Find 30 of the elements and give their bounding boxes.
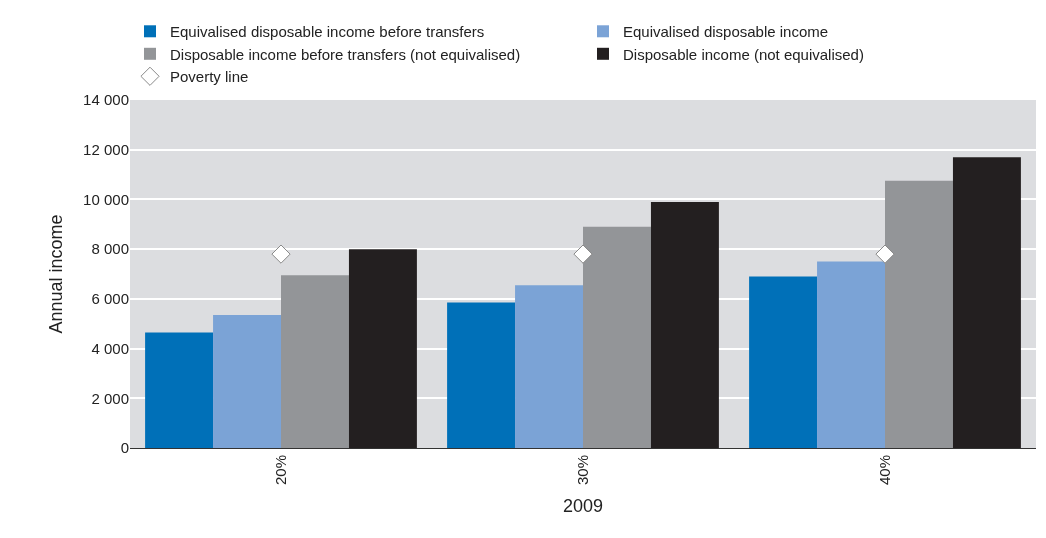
x-tick-label: 20% [271,455,289,486]
y-tick-label: 8 000 [91,240,129,258]
bar [145,332,214,448]
y-tick-label: 12 000 [83,140,129,158]
bar [817,261,885,448]
bar [583,226,651,448]
bar [885,180,953,448]
y-axis-title: Annual income [46,214,67,334]
x-axis-title: 2009 [562,496,604,517]
y-tick-label: 2 000 [91,389,129,407]
bar [348,249,417,448]
bar [952,157,1021,448]
bar [749,276,818,448]
y-tick-label: 0 [120,439,129,457]
legend-label: Equivalised disposable income before transfers [170,23,485,41]
legend-label: Equivalised disposable income [623,23,829,41]
y-tick-label: 4 000 [91,339,129,357]
x-tick-label: 30% [573,455,591,486]
y-tick-label: 10 000 [83,190,129,208]
legend-label: Disposable income (not equivalised) [623,45,864,63]
bar [281,275,349,448]
bar [515,285,583,448]
x-tick-label: 40% [875,455,893,486]
bar [447,302,516,448]
bar [213,315,281,448]
legend-label: Disposable income before transfers (not equivalised) [170,45,521,63]
bar [650,201,719,448]
legend-label: Poverty line [170,68,249,86]
y-tick-label: 6 000 [91,290,129,308]
y-tick-label: 14 000 [83,91,129,109]
